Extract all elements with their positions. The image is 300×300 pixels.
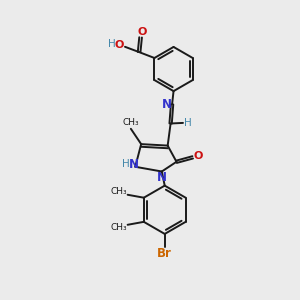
Text: CH₃: CH₃ [122, 118, 139, 127]
Text: H: H [184, 118, 192, 128]
Text: N: N [162, 98, 172, 111]
Text: H: H [109, 39, 116, 49]
Text: N: N [129, 158, 139, 171]
Text: CH₃: CH₃ [110, 223, 127, 232]
Text: O: O [115, 40, 124, 50]
Text: N: N [158, 172, 167, 184]
Text: O: O [193, 152, 203, 161]
Text: O: O [137, 27, 147, 37]
Text: Br: Br [157, 247, 172, 260]
Text: H: H [122, 159, 130, 170]
Text: CH₃: CH₃ [110, 187, 127, 196]
